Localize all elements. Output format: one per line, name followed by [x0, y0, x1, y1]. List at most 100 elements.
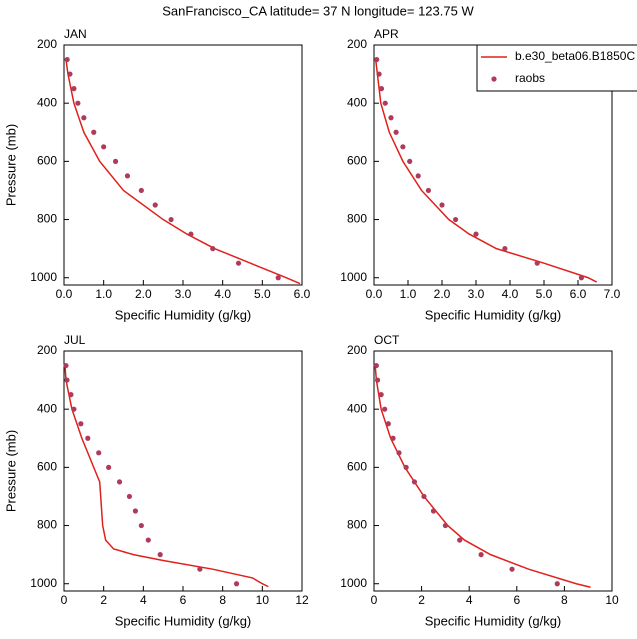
- obs-point: [390, 435, 396, 441]
- x-tick-label: 4.0: [502, 287, 519, 301]
- obs-point: [132, 508, 138, 514]
- x-tick-label: 4: [140, 593, 147, 607]
- y-tick-label: 600: [37, 460, 57, 474]
- obs-point: [71, 406, 77, 412]
- obs-point: [415, 173, 421, 179]
- y-tick-label: 600: [347, 460, 367, 474]
- obs-point: [124, 173, 131, 179]
- model-line: [65, 59, 301, 285]
- x-tick-label: 6: [180, 593, 187, 607]
- x-tick-label: 2: [418, 593, 425, 607]
- x-tick-label: 10: [605, 593, 619, 607]
- obs-point: [81, 115, 87, 121]
- obs-point: [382, 100, 388, 106]
- obs-point: [411, 479, 418, 485]
- obs-point: [138, 187, 144, 194]
- obs-point: [442, 522, 448, 529]
- obs-point: [378, 392, 384, 398]
- obs-point: [96, 450, 102, 456]
- x-tick-label: 4.0: [214, 287, 231, 301]
- obs-point: [71, 86, 77, 92]
- x-tick-label: 0.0: [56, 287, 73, 301]
- obs-point: [64, 377, 70, 383]
- obs-point: [478, 552, 484, 558]
- y-tick-label: 800: [37, 212, 57, 226]
- obs-point: [374, 377, 381, 383]
- x-tick-label: 5.0: [536, 287, 553, 301]
- obs-point: [385, 421, 391, 427]
- x-tick-label: 2.0: [434, 287, 451, 301]
- obs-point: [396, 450, 402, 456]
- x-tick-label: 12: [295, 593, 309, 607]
- obs-point: [138, 522, 144, 529]
- y-tick-label: 600: [347, 154, 367, 168]
- figure-title: SanFrancisco_CA latitude= 37 N longitude…: [162, 3, 474, 18]
- obs-point: [68, 392, 74, 398]
- x-tick-label: 3.0: [468, 287, 485, 301]
- legend-marker: [491, 76, 497, 82]
- y-tick-label: 1000: [340, 270, 367, 284]
- obs-point: [393, 129, 399, 135]
- obs-point: [578, 275, 585, 281]
- x-axis-label: Specific Humidity (g/kg): [425, 307, 562, 322]
- obs-point: [63, 362, 69, 369]
- obs-point: [168, 216, 174, 223]
- obs-point: [210, 246, 216, 252]
- x-tick-label: 5.0: [254, 287, 271, 301]
- obs-point: [101, 144, 107, 150]
- y-axis-label: Pressure (mb): [3, 430, 18, 512]
- y-tick-label: 1000: [30, 576, 57, 590]
- obs-point: [67, 71, 73, 77]
- plot-frame: [373, 350, 613, 592]
- y-axis-label: Pressure (mb): [3, 124, 18, 206]
- obs-point: [112, 158, 119, 164]
- y-tick-label: 600: [37, 154, 57, 168]
- obs-point: [91, 129, 97, 135]
- obs-point: [116, 479, 123, 485]
- obs-point: [382, 406, 388, 412]
- y-tick-label: 400: [37, 401, 57, 415]
- legend-box: [476, 44, 637, 92]
- obs-point: [235, 260, 242, 266]
- obs-point: [400, 144, 406, 150]
- y-tick-label: 200: [37, 37, 57, 51]
- obs-point: [502, 246, 508, 252]
- x-tick-label: 1.0: [95, 287, 112, 301]
- obs-point: [473, 231, 479, 237]
- obs-point: [64, 56, 70, 63]
- x-tick-label: 0.0: [366, 287, 383, 301]
- panel-title: APR: [374, 27, 399, 41]
- y-tick-label: 200: [347, 37, 367, 51]
- obs-point: [197, 566, 203, 572]
- obs-point: [233, 581, 240, 587]
- obs-point: [188, 231, 194, 237]
- x-tick-label: 0: [371, 593, 378, 607]
- obs-point: [85, 435, 91, 441]
- obs-point: [509, 566, 515, 572]
- y-tick-label: 400: [347, 95, 367, 109]
- x-tick-label: 7.0: [604, 287, 621, 301]
- obs-point: [376, 71, 382, 77]
- obs-point: [75, 100, 81, 106]
- y-tick-label: 1000: [340, 576, 367, 590]
- obs-point: [430, 508, 437, 514]
- obs-point: [126, 493, 133, 500]
- obs-point: [275, 275, 281, 281]
- x-tick-label: 8: [561, 593, 568, 607]
- y-tick-label: 800: [347, 212, 367, 226]
- y-tick-label: 400: [347, 401, 367, 415]
- y-tick-label: 400: [37, 95, 57, 109]
- obs-point: [421, 493, 427, 500]
- obs-point: [425, 187, 431, 194]
- obs-point: [534, 260, 540, 266]
- x-tick-label: 6.0: [570, 287, 587, 301]
- x-axis-label: Specific Humidity (g/kg): [115, 613, 252, 628]
- y-tick-label: 800: [37, 518, 57, 532]
- model-line: [64, 365, 269, 588]
- plot-frame: [63, 44, 303, 286]
- x-tick-label: 2: [100, 593, 107, 607]
- y-tick-label: 1000: [30, 270, 57, 284]
- panel-title: JUL: [64, 333, 86, 347]
- model-line: [374, 59, 598, 283]
